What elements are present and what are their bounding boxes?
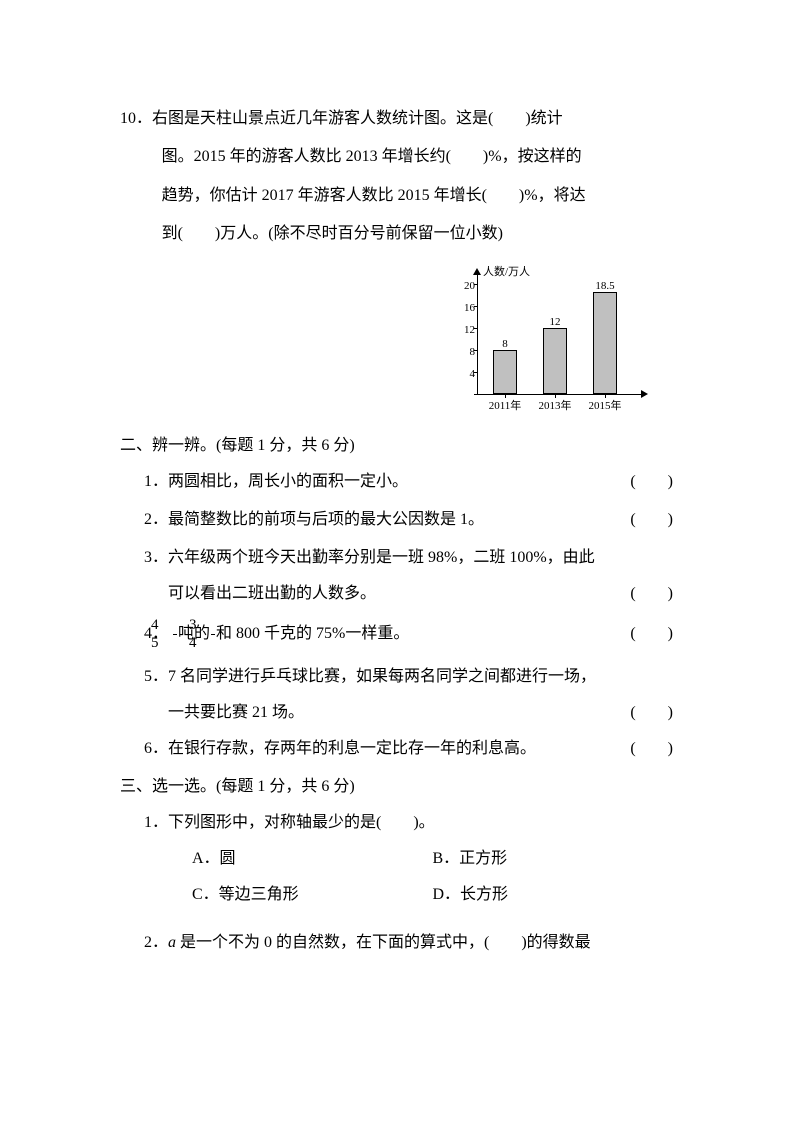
bar-value-label: 8 <box>490 336 520 353</box>
variable-a: a <box>168 934 180 951</box>
x-tick-label: 2015年 <box>585 398 625 415</box>
chart-container: 人数/万人 4812162082011年122013年18.52015年 <box>120 266 643 416</box>
x-tick-label: 2013年 <box>535 398 575 415</box>
bar-value-label: 18.5 <box>590 278 620 295</box>
section-3-heading: 三、选一选。(每题 1 分，共 6 分) <box>120 775 673 799</box>
bar-chart: 人数/万人 4812162082011年122013年18.52015年 <box>443 266 643 416</box>
option-a[interactable]: A．圆 <box>192 847 433 871</box>
mc-stem: 1．下列图形中，对称轴最少的是( )。 <box>144 811 673 835</box>
x-tick <box>555 394 556 398</box>
answer-paren[interactable]: ( ) <box>593 622 673 646</box>
mc-stem: 2．a 是一个不为 0 的自然数，在下面的算式中，( )的得数最 <box>144 931 673 955</box>
x-axis-line <box>477 394 643 395</box>
y-tick <box>474 394 478 395</box>
answer-paren[interactable]: ( ) <box>593 582 673 606</box>
y-tick-label: 12 <box>455 322 475 339</box>
tf-text-line2: 可以看出二班出勤的人数多。 <box>168 582 376 606</box>
tf-item-1: 1．两圆相比，周长小的面积一定小。 ( ) <box>120 470 673 494</box>
section-2-heading: 二、辨一辨。(每题 1 分，共 6 分) <box>120 434 673 458</box>
tf-text: 6．在银行存款，存两年的利息一定比存一年的利息高。 <box>144 737 609 761</box>
q10-line4: 到( )万人。(除不尽时百分号前保留一位小数) <box>120 215 673 253</box>
x-tick-label: 2011年 <box>485 398 525 415</box>
bar <box>493 350 517 394</box>
tf-item-4: 4． 45吨的34和 800 千克的 75%一样重。 ( ) <box>120 618 673 651</box>
fraction: 34 <box>211 618 215 651</box>
question-10: 10．右图是天柱山景点近几年游客人数统计图。这是( )统计 图。2015 年的游… <box>120 100 673 254</box>
y-tick-label: 16 <box>455 300 475 317</box>
tf-item-2: 2．最简整数比的前项与后项的最大公因数是 1。 ( ) <box>120 508 673 532</box>
y-tick-label: 8 <box>455 344 475 361</box>
mc-options: A．圆 B．正方形 C．等边三角形 D．长方形 <box>144 847 673 919</box>
q10-line2: 图。2015 年的游客人数比 2013 年增长约( )%，按这样的 <box>120 138 673 176</box>
bar <box>593 292 617 394</box>
tf-text: 2．最简整数比的前项与后项的最大公因数是 1。 <box>144 508 593 532</box>
option-d[interactable]: D．长方形 <box>433 883 674 907</box>
x-tick <box>505 394 506 398</box>
answer-paren[interactable]: ( ) <box>593 701 673 725</box>
bar-value-label: 12 <box>540 314 570 331</box>
y-axis-line <box>477 274 478 394</box>
y-tick-label: 4 <box>455 366 475 383</box>
mc-item-2: 2．a 是一个不为 0 的自然数，在下面的算式中，( )的得数最 <box>120 931 673 955</box>
bar <box>543 328 567 394</box>
tf-item-6: 6．在银行存款，存两年的利息一定比存一年的利息高。 ( ) <box>120 737 673 761</box>
chart-y-title: 人数/万人 <box>483 264 530 281</box>
tf-text-line1: 5．7 名同学进行乒乓球比赛，如果每两名同学之间都进行一场， <box>144 665 673 689</box>
mc-item-1: 1．下列图形中，对称轴最少的是( )。 A．圆 B．正方形 C．等边三角形 D．… <box>120 811 673 919</box>
tf-text-line2: 一共要比赛 21 场。 <box>168 701 304 725</box>
option-c[interactable]: C．等边三角形 <box>192 883 433 907</box>
y-tick-label: 20 <box>455 278 475 295</box>
q10-line3: 趋势，你估计 2017 年游客人数比 2015 年增长( )%，将达 <box>120 177 673 215</box>
tf-item-3: 3．六年级两个班今天出勤率分别是一班 98%，二班 100%，由此 可以看出二班… <box>120 546 673 606</box>
q10-line1: 10．右图是天柱山景点近几年游客人数统计图。这是( )统计 <box>120 100 673 138</box>
fraction: 45 <box>173 618 177 651</box>
tf-text: 1．两圆相比，周长小的面积一定小。 <box>144 470 593 494</box>
tf-item-5: 5．7 名同学进行乒乓球比赛，如果每两名同学之间都进行一场， 一共要比赛 21 … <box>120 665 673 725</box>
answer-paren[interactable]: ( ) <box>593 470 673 494</box>
option-b[interactable]: B．正方形 <box>433 847 674 871</box>
answer-paren[interactable]: ( ) <box>609 737 673 761</box>
answer-paren[interactable]: ( ) <box>593 508 673 532</box>
tf-text-line1: 3．六年级两个班今天出勤率分别是一班 98%，二班 100%，由此 <box>144 546 673 570</box>
x-tick <box>605 394 606 398</box>
tf-text: 4． 45吨的34和 800 千克的 75%一样重。 <box>144 618 593 651</box>
